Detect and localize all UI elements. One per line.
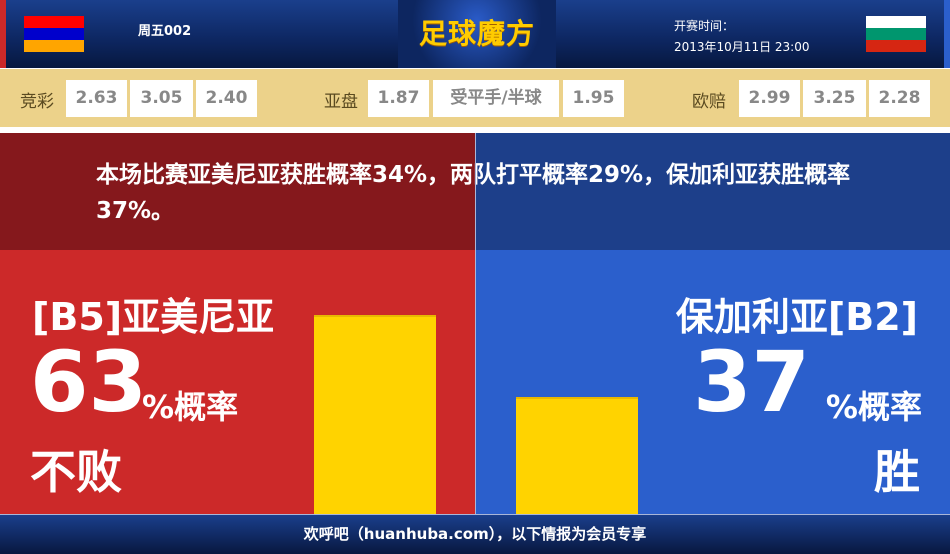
jingcai-win: 2.63 xyxy=(66,80,127,117)
kickoff-time: 2013年10月11日 23:00 xyxy=(674,40,810,54)
footer-text[interactable]: 欢呼吧（huanhuba.com），以下情报为会员专享 xyxy=(303,525,647,543)
yapan-label: 亚盘 xyxy=(324,92,358,112)
home-percent-label: %概率 xyxy=(142,388,239,426)
yapan-handicap: 受平手/半球 xyxy=(433,80,559,117)
jingcai-lose: 2.40 xyxy=(196,80,257,117)
home-team-name: [B5]亚美尼亚 xyxy=(32,295,275,339)
away-panel: 保加利亚[B2] 37 %概率 胜 xyxy=(476,250,950,514)
kickoff-label: 开赛时间： xyxy=(674,19,735,33)
ouzhou-label: 欧赔 xyxy=(692,92,726,112)
footer: 欢呼吧（huanhuba.com），以下情报为会员专享 xyxy=(0,514,950,554)
jingcai-draw: 3.05 xyxy=(130,80,193,117)
home-probability-bar xyxy=(314,315,436,514)
away-result: 胜 xyxy=(874,445,920,499)
match-number: 周五002 xyxy=(138,24,192,39)
header: 周五002 足球魔方 开赛时间： 2013年10月11日 23:00 xyxy=(0,0,950,68)
armenia-flag-icon xyxy=(24,16,84,52)
ouzhou-win: 2.99 xyxy=(739,80,800,117)
ouzhou-lose: 2.28 xyxy=(869,80,930,117)
bulgaria-flag-icon xyxy=(866,16,926,52)
divider xyxy=(475,133,476,514)
away-team-name: 保加利亚[B2] xyxy=(675,295,918,339)
logo: 足球魔方 xyxy=(398,0,556,68)
ouzhou-draw: 3.25 xyxy=(803,80,866,117)
away-probability-bar xyxy=(516,397,638,514)
message-text: 本场比赛亚美尼亚获胜概率34%，两队打平概率29%，保加利亚获胜概率37%。 xyxy=(96,162,851,224)
yapan-home: 1.87 xyxy=(368,80,429,117)
probability-message: 本场比赛亚美尼亚获胜概率34%，两队打平概率29%，保加利亚获胜概率37%。 xyxy=(0,133,950,250)
home-result: 不败 xyxy=(30,445,122,499)
odds-bar: 竞彩 2.63 3.05 2.40 亚盘 1.87 受平手/半球 1.95 欧赔… xyxy=(0,68,950,130)
away-percent-label: %概率 xyxy=(825,388,922,426)
home-panel: [B5]亚美尼亚 63 %概率 不败 xyxy=(0,250,475,514)
home-percent: 63 xyxy=(30,333,147,431)
yapan-away: 1.95 xyxy=(563,80,624,117)
jingcai-label: 竞彩 xyxy=(20,92,54,112)
away-percent: 37 xyxy=(693,333,810,431)
